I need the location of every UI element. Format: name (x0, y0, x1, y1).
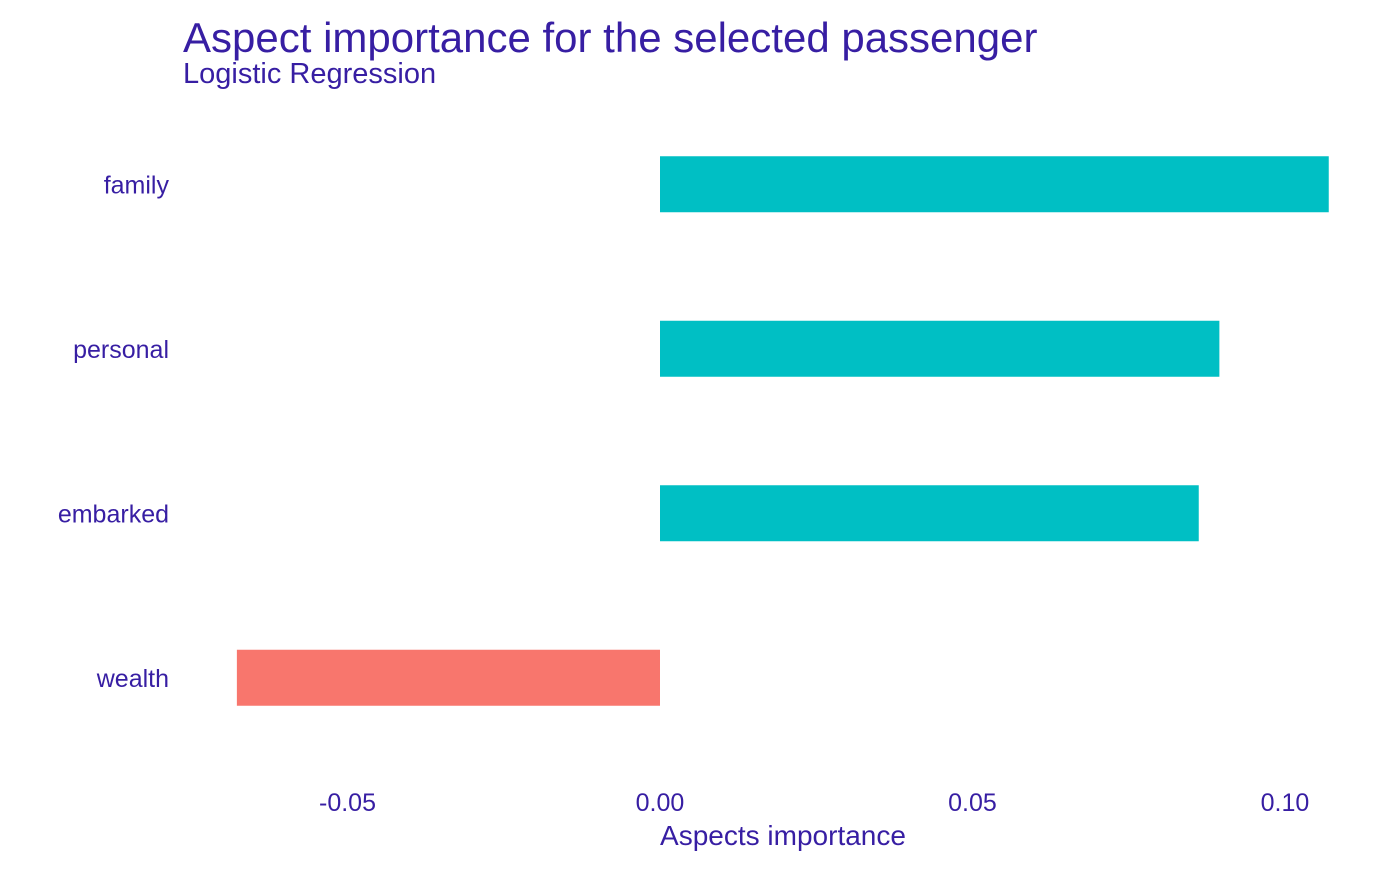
y-tick-label-wealth: wealth (96, 665, 169, 693)
y-tick-label-family: family (104, 171, 170, 199)
y-tick-label-personal: personal (73, 336, 169, 364)
x-tick-labels: -0.05 0.00 0.05 0.10 (319, 789, 1309, 817)
x-tick-label: 0.00 (636, 789, 685, 817)
y-tick-labels: family personal embarked wealth (58, 171, 170, 693)
chart-title: Aspect importance for the selected passe… (183, 14, 1037, 61)
chart-subtitle: Logistic Regression (183, 58, 436, 90)
x-axis-label: Aspects importance (660, 820, 906, 851)
y-tick-label-embarked: embarked (58, 500, 169, 528)
bar-personal (660, 320, 1220, 377)
x-tick-label: 0.05 (948, 789, 997, 817)
bar-embarked (660, 485, 1199, 542)
x-tick-label: -0.05 (319, 789, 376, 817)
x-tick-label: 0.10 (1261, 789, 1310, 817)
bar-family (660, 156, 1329, 213)
bar-wealth (236, 649, 660, 706)
bars-layer (236, 156, 1329, 706)
